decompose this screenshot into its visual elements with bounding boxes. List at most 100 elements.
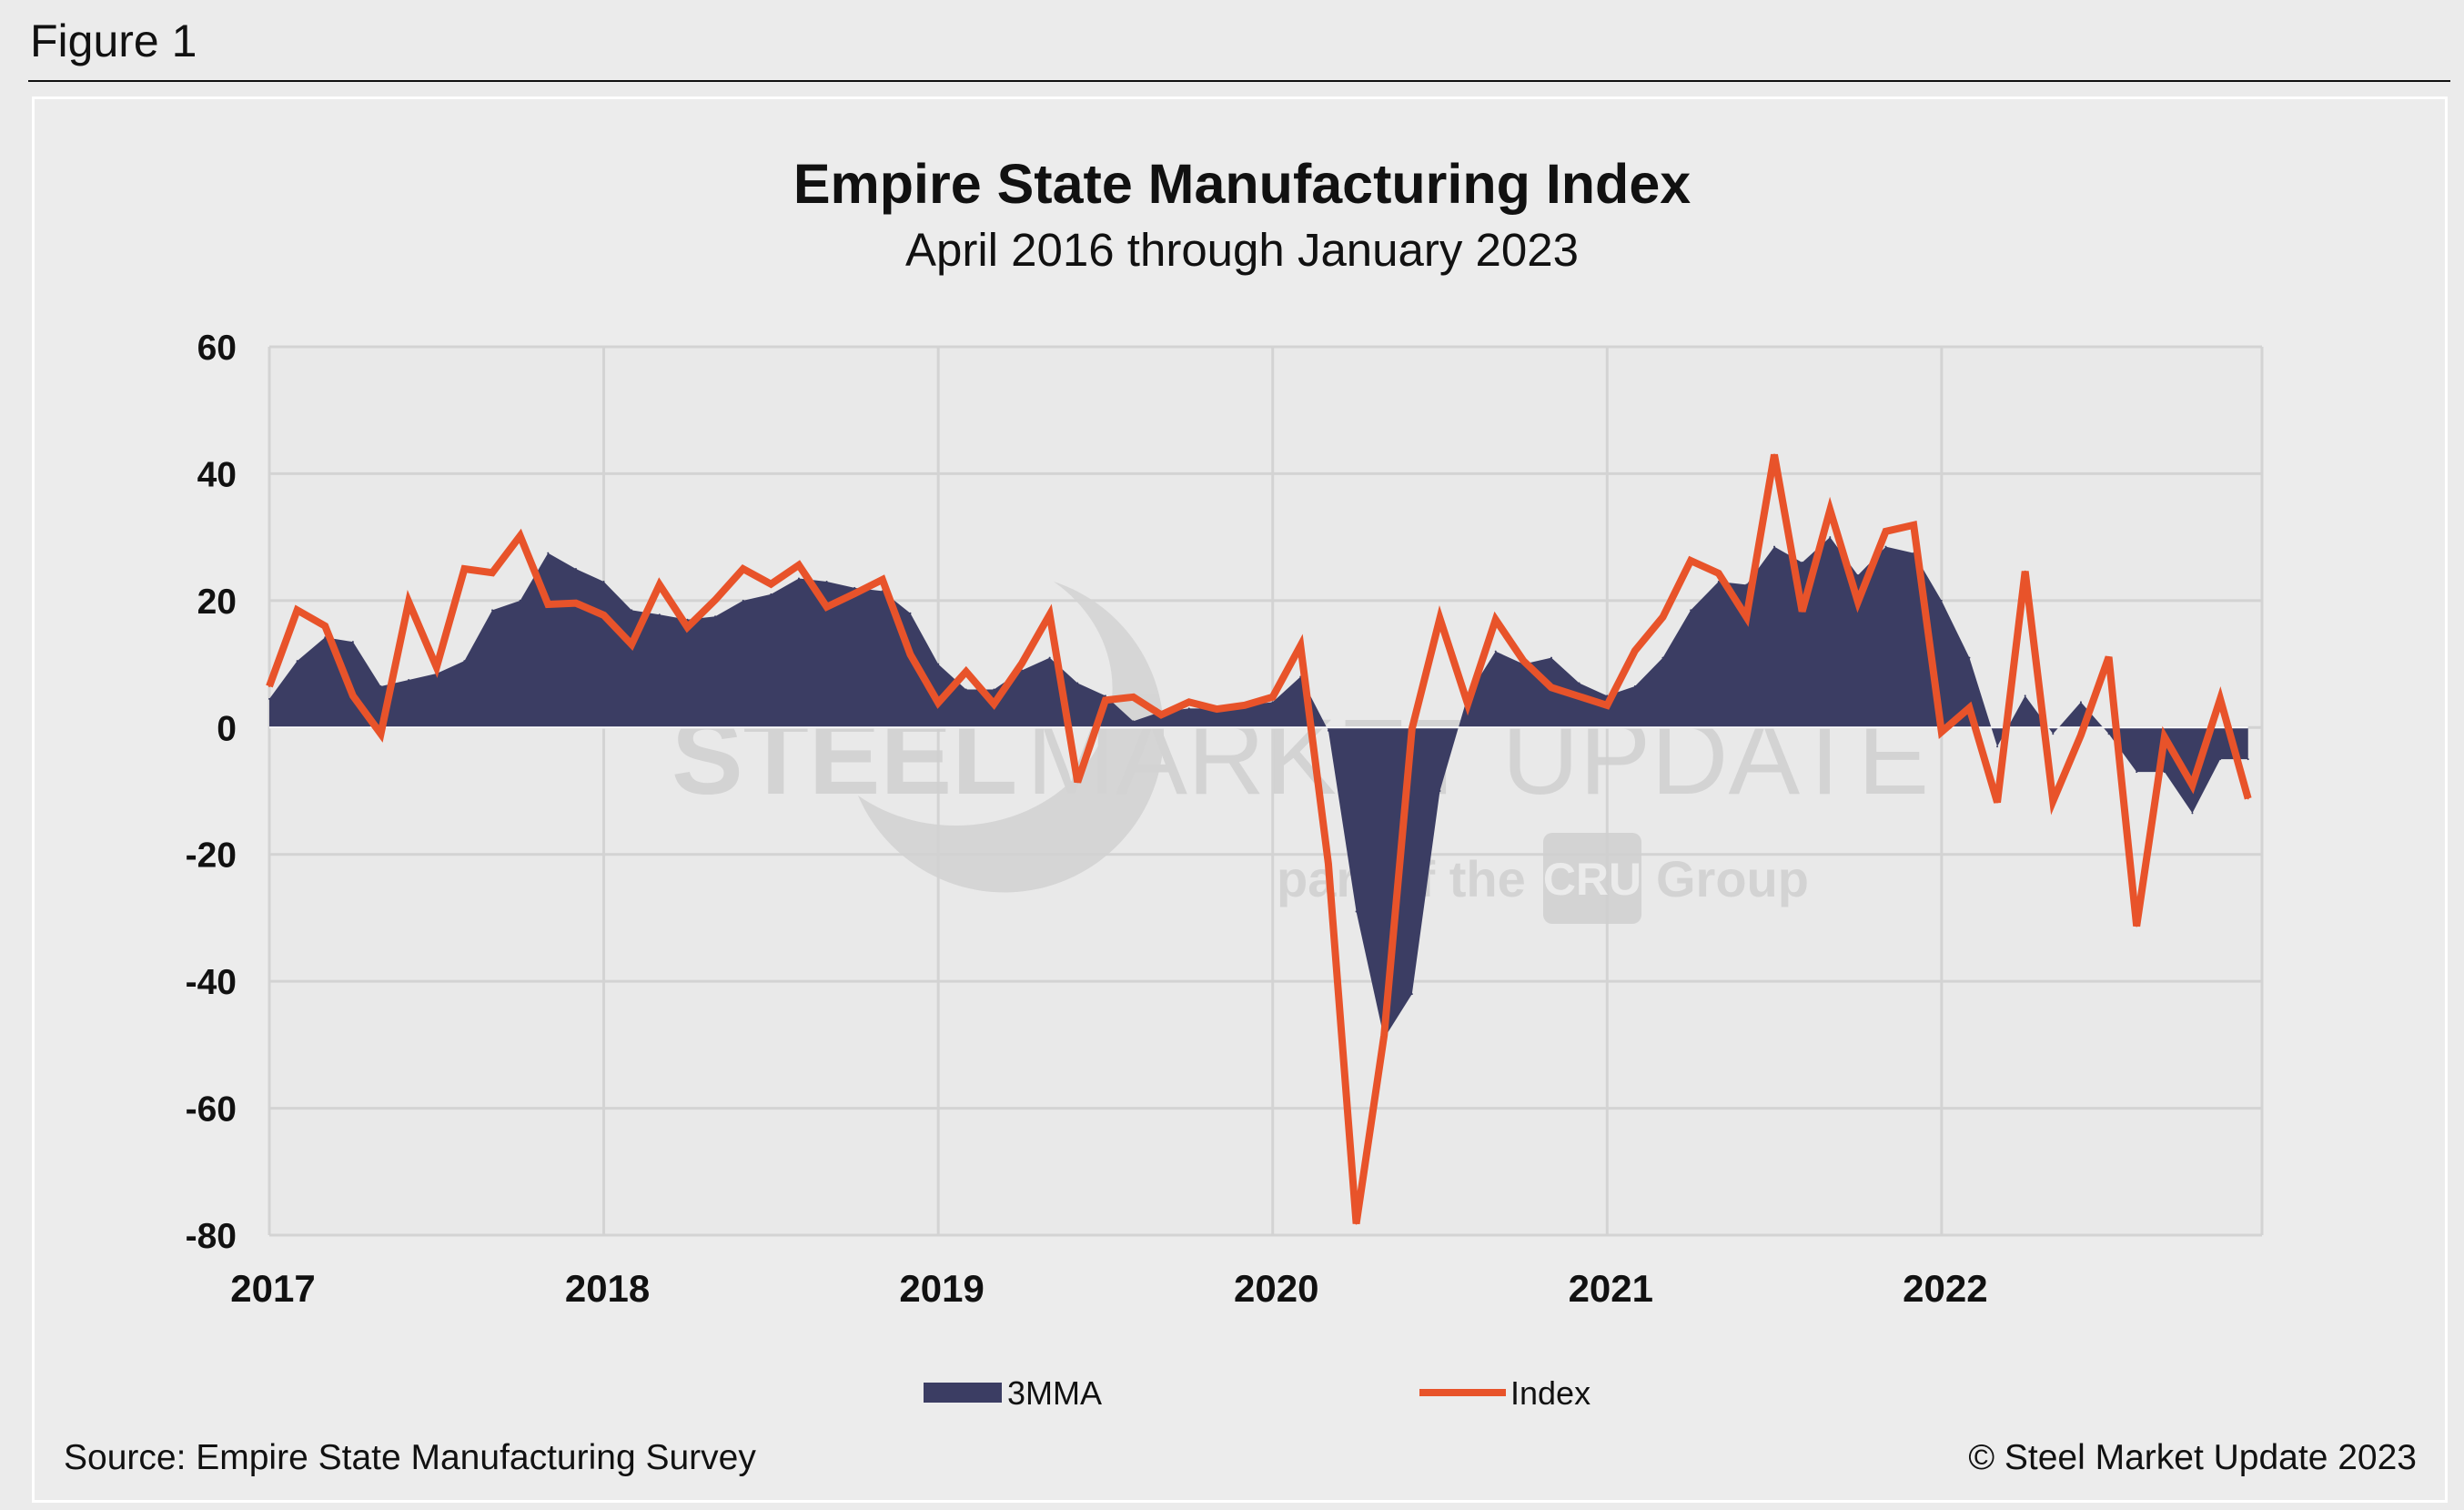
index-point	[937, 702, 940, 704]
index-point	[1299, 644, 1302, 647]
mma-point	[1076, 682, 1079, 684]
watermark-cru-text: CRU	[1543, 854, 1641, 905]
index-point	[324, 624, 327, 627]
mma-point	[379, 684, 382, 687]
index-point	[2052, 800, 2055, 803]
mma-point	[993, 688, 995, 691]
legend-swatch-3mma	[924, 1383, 1002, 1403]
index-point	[1244, 704, 1247, 706]
index-point	[1327, 863, 1329, 866]
chart-panel: Empire State Manufacturing Index April 2…	[32, 96, 2448, 1503]
mma-point	[1048, 656, 1051, 659]
mma-point	[2136, 771, 2138, 774]
index-point	[2191, 784, 2194, 786]
y-axis-ticks: 60 40 20 0 -20 -40 -60 -80	[186, 329, 237, 1256]
mma-point	[1187, 707, 1190, 710]
mma-point	[324, 636, 327, 639]
mma-point	[1801, 562, 1803, 564]
index-point	[1856, 601, 1859, 603]
index-point	[435, 666, 438, 669]
x-tick-label: 2019	[899, 1267, 984, 1310]
mma-point	[1132, 720, 1135, 723]
mma-point	[2191, 812, 2194, 815]
mma-point	[2163, 771, 2166, 774]
mma-point	[602, 580, 605, 583]
index-point	[1661, 615, 1664, 618]
index-point	[519, 534, 521, 537]
index-point	[2247, 797, 2249, 800]
legend-label-index: Index	[1510, 1374, 1590, 1412]
mma-point	[1410, 993, 1413, 996]
index-point	[602, 613, 605, 616]
index-point	[1021, 662, 1024, 664]
mma-point	[631, 609, 633, 612]
y-tick-label: -40	[186, 963, 237, 1002]
mma-point	[268, 697, 270, 700]
x-axis-ticks: 2017 2018 2019 2020 2021 2022	[230, 1267, 1987, 1310]
mma-point	[1104, 694, 1106, 697]
watermark-cru-logo	[1543, 833, 1641, 924]
index-point	[1522, 660, 1525, 663]
index-point	[574, 602, 577, 604]
index-point	[964, 670, 967, 673]
mma-point	[770, 593, 773, 595]
index-point	[658, 583, 661, 586]
y-tick-label: 40	[197, 455, 237, 494]
index-point	[1355, 1222, 1358, 1225]
series-index-points	[268, 453, 2249, 1225]
mma-point	[964, 688, 967, 691]
mma-point	[408, 679, 410, 681]
index-point	[1578, 695, 1580, 698]
mma-point	[491, 609, 494, 612]
mma-point	[1829, 536, 1832, 539]
index-point	[1633, 649, 1636, 652]
y-tick-label: -60	[186, 1090, 237, 1130]
mma-point	[909, 612, 912, 614]
index-point	[1745, 615, 1748, 618]
index-point	[1160, 714, 1163, 716]
mma-point	[1690, 609, 1692, 612]
index-point	[2163, 735, 2166, 738]
mma-point	[2247, 758, 2249, 761]
mma-point	[296, 660, 298, 663]
mma-point	[2107, 733, 2110, 735]
mma-point	[1745, 583, 1748, 586]
index-point	[1216, 708, 1218, 711]
index-point	[1884, 530, 1887, 532]
index-point	[853, 593, 856, 595]
index-point	[742, 568, 744, 570]
index-point	[547, 603, 550, 606]
mma-point	[1940, 599, 1943, 602]
figure-divider	[28, 80, 2450, 82]
mma-point	[797, 577, 800, 580]
index-point	[881, 578, 884, 581]
mma-point	[351, 641, 354, 644]
index-point	[1606, 704, 1609, 706]
index-point	[2107, 655, 2110, 658]
index-point	[1048, 613, 1051, 616]
y-tick-label: 20	[197, 583, 237, 622]
mma-point	[1578, 682, 1580, 684]
mma-point	[2052, 733, 2055, 735]
copyright-note: © Steel Market Update 2023	[1968, 1438, 2417, 1477]
mma-point	[1355, 910, 1358, 913]
index-point	[714, 599, 717, 602]
index-point	[1690, 559, 1692, 562]
index-point	[2024, 570, 2026, 573]
y-tick-label: 60	[197, 329, 237, 368]
index-point	[1829, 509, 1832, 512]
mma-point	[2079, 701, 2082, 704]
mma-point	[1884, 545, 1887, 548]
index-point	[825, 605, 828, 608]
chart: Empire State Manufacturing Index April 2…	[64, 153, 2417, 1477]
mma-point	[825, 580, 828, 583]
index-point	[1467, 703, 1469, 705]
index-point	[1132, 695, 1135, 698]
index-point	[1801, 610, 1803, 613]
mma-point	[1271, 701, 1274, 704]
index-point	[1996, 801, 1999, 804]
chart-subtitle: April 2016 through January 2023	[905, 224, 1579, 276]
y-tick-label: -80	[186, 1217, 237, 1256]
watermark-swoosh-icon	[858, 582, 1165, 893]
index-point	[1187, 701, 1190, 704]
